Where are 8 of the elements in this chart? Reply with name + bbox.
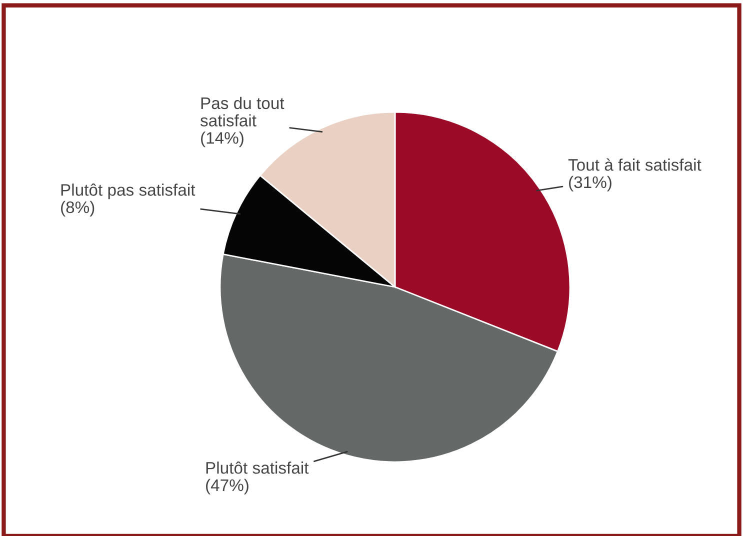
slice-label: Pas du tout satisfait [200, 96, 284, 126]
data-label: (8%) [61, 200, 94, 216]
data-label: (14%) [201, 132, 244, 148]
slice-label: Plutôt pas satisfait [61, 184, 196, 200]
slice-label: Tout à fait satisfait [568, 158, 702, 171]
slice-label: Plutôt satisfait [206, 462, 309, 474]
data-label: (31%) [569, 176, 612, 192]
data-label: (47%) [206, 478, 248, 494]
